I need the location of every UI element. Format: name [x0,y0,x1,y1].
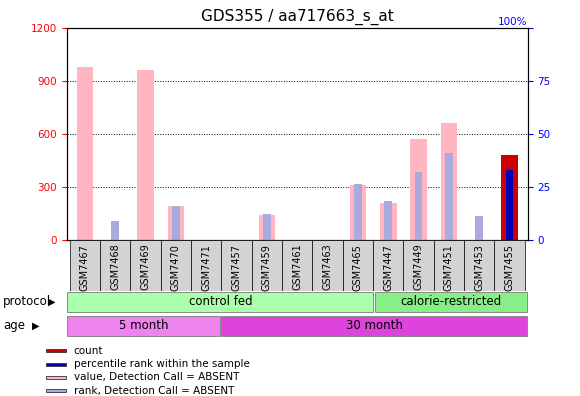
Bar [191,240,222,291]
Bar [67,292,374,312]
Bar [111,221,119,240]
Text: GSM7468: GSM7468 [110,244,120,290]
Bar [77,67,93,240]
Bar [259,215,276,240]
Bar [313,240,343,291]
Bar [252,240,282,291]
Text: ▶: ▶ [48,297,56,307]
Bar [343,240,373,291]
Bar [221,316,527,335]
Bar [434,240,464,291]
Title: GDS355 / aa717663_s_at: GDS355 / aa717663_s_at [201,9,394,25]
Bar [506,169,513,240]
Bar [137,70,154,240]
Text: control fed: control fed [188,295,252,308]
Bar [501,155,518,240]
Text: GSM7470: GSM7470 [171,244,181,291]
Bar [46,389,66,392]
Bar [130,240,161,291]
Text: GSM7465: GSM7465 [353,244,363,291]
Bar [445,153,453,240]
Bar [172,206,180,240]
Bar [415,172,422,240]
Text: GSM7451: GSM7451 [444,244,454,291]
Bar [222,240,252,291]
Text: GSM7469: GSM7469 [140,244,151,290]
Bar [263,214,271,240]
Text: value, Detection Call = ABSENT: value, Detection Call = ABSENT [74,372,239,383]
Text: GSM7467: GSM7467 [80,244,90,291]
Text: age: age [3,319,25,332]
Text: GSM7455: GSM7455 [505,244,514,291]
Bar [46,349,66,352]
Text: GSM7459: GSM7459 [262,244,272,291]
Text: 100%: 100% [498,17,528,27]
Text: count: count [74,346,103,356]
Bar [46,376,66,379]
Bar [375,292,527,312]
Bar [373,240,404,291]
Bar [476,216,483,240]
Bar [67,316,220,335]
Text: protocol: protocol [3,295,51,308]
Text: ▶: ▶ [32,321,39,331]
Text: 30 month: 30 month [346,319,403,332]
Bar [100,240,130,291]
Text: GSM7471: GSM7471 [201,244,211,291]
Text: calorie-restricted: calorie-restricted [400,295,502,308]
Text: GSM7461: GSM7461 [292,244,302,290]
Bar [168,206,184,240]
Text: GSM7447: GSM7447 [383,244,393,291]
Text: percentile rank within the sample: percentile rank within the sample [74,359,249,369]
Bar [410,139,427,240]
Bar [354,185,362,240]
Bar [441,123,457,240]
Bar [464,240,494,291]
Bar [350,185,366,240]
Bar [46,363,66,366]
Text: rank, Detection Call = ABSENT: rank, Detection Call = ABSENT [74,386,234,396]
Bar [380,202,397,240]
Bar [70,240,100,291]
Text: GSM7453: GSM7453 [474,244,484,291]
Bar [385,202,392,240]
Bar [161,240,191,291]
Bar [494,240,525,291]
Text: GSM7457: GSM7457 [231,244,242,291]
Text: 5 month: 5 month [119,319,168,332]
Bar [282,240,313,291]
Text: GSM7449: GSM7449 [414,244,423,290]
Bar [404,240,434,291]
Text: GSM7463: GSM7463 [322,244,332,290]
